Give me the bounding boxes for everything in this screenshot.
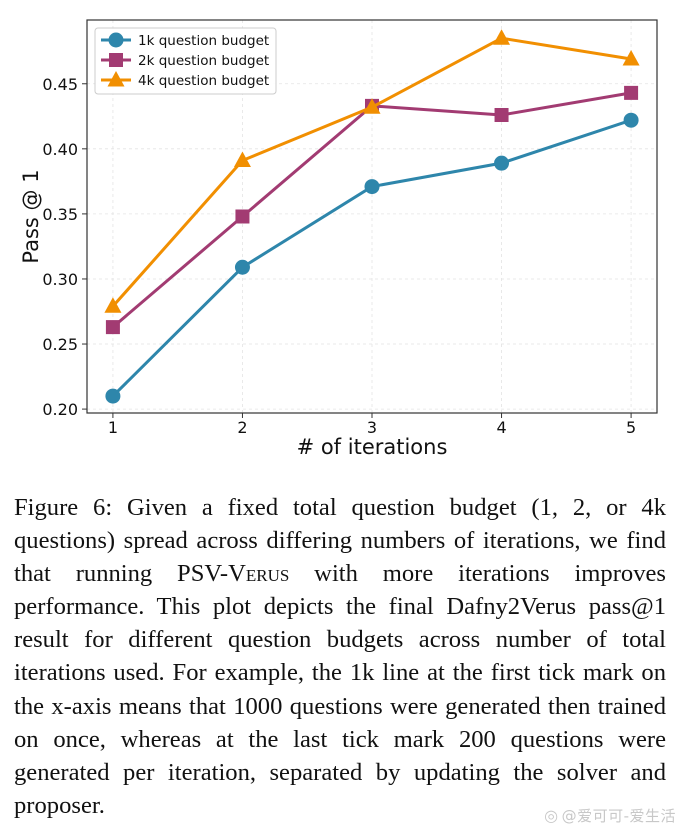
y-tick-label: 0.25	[42, 335, 78, 354]
x-tick-label: 1	[108, 418, 118, 437]
legend: 1k question budget 2k question budget 4k q…	[94, 27, 277, 95]
data-point-circle	[364, 179, 380, 195]
y-tick-label: 0.20	[42, 400, 78, 419]
data-point-triangle	[104, 297, 122, 313]
data-point-circle	[234, 259, 250, 275]
data-point-triangle	[233, 151, 251, 168]
legend-marker-square	[109, 53, 123, 67]
series-group	[104, 29, 640, 404]
x-axis-label: # of iterations	[297, 435, 448, 459]
data-point-circle	[105, 388, 121, 404]
legend-marker-triangle	[107, 71, 125, 87]
y-tick-label: 0.40	[42, 140, 78, 159]
figure-caption: Figure 6: Given a fixed total question b…	[14, 491, 666, 822]
data-point-triangle	[363, 98, 381, 114]
x-tick-label: 5	[626, 418, 636, 437]
x-tick-label: 2	[237, 418, 247, 437]
data-point-circle	[494, 155, 510, 171]
series-1k	[105, 112, 639, 404]
legend-item: 4k question budget	[101, 71, 269, 89]
y-tick-label: 0.30	[42, 270, 78, 289]
watermark: ◎ @爱可可-爱生活	[544, 805, 676, 826]
x-axis: 1 2 3 4 5	[108, 413, 636, 437]
y-axis: 0.20 0.25 0.30 0.35 0.40 0.45	[42, 75, 87, 419]
x-tick-label: 4	[496, 418, 506, 437]
data-point-triangle	[622, 50, 640, 66]
legend-item: 2k question budget	[101, 53, 269, 69]
caption-text-2: with more iterations improves performanc…	[14, 560, 666, 819]
y-axis-label: Pass @ 1	[19, 169, 43, 263]
data-point-square	[624, 85, 639, 100]
y-tick-label: 0.45	[42, 75, 78, 94]
series-line	[111, 118, 632, 398]
legend-label: 1k question budget	[138, 33, 269, 49]
data-point-circle	[623, 112, 639, 128]
legend-box	[94, 27, 277, 95]
data-point-square	[105, 320, 120, 335]
caption-verus-rest: erus	[245, 560, 290, 588]
y-tick-label: 0.35	[42, 205, 78, 224]
weibo-icon: ◎	[544, 806, 559, 825]
caption-text-1: Given a fixed total question budget (1, …	[14, 494, 666, 588]
series-4k	[104, 29, 640, 313]
caption-verus-v: V	[228, 560, 246, 588]
x-tick-label: 3	[367, 418, 377, 437]
data-point-triangle	[493, 29, 511, 45]
line-chart: 0.20 0.25 0.30 0.35 0.40 0.45 1 2 3 4 5 # of iter…	[19, 19, 658, 459]
legend-marker-circle	[108, 32, 124, 48]
plot-frame	[86, 19, 658, 414]
grid-lines	[87, 20, 657, 413]
legend-label: 2k question budget	[138, 53, 269, 69]
legend-label: 4k question budget	[138, 73, 269, 89]
watermark-text: @爱可可-爱生活	[561, 807, 676, 825]
caption-label: Figure 6:	[14, 494, 113, 521]
data-point-square	[494, 107, 509, 122]
data-point-square	[235, 209, 250, 224]
legend-item: 1k question budget	[101, 32, 269, 49]
